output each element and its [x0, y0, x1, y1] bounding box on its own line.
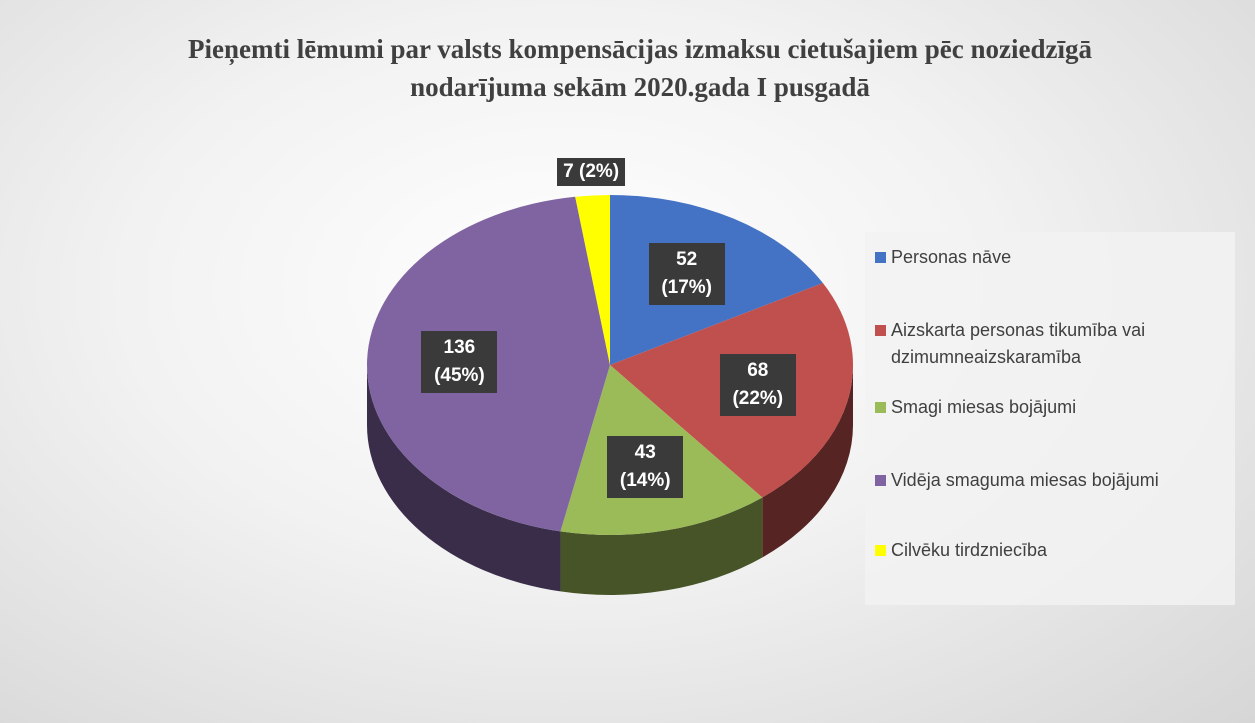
legend-label: Vidēja smaguma miesas bojājumi [891, 470, 1159, 490]
legend-label: Smagi miesas bojājumi [891, 397, 1077, 417]
legend-swatch [875, 325, 886, 336]
legend-label: Personas nāve [891, 247, 1012, 267]
legend-swatch [875, 545, 886, 556]
data-label: 52 (17%) [648, 243, 725, 306]
legend-item: Cilvēku tirdzniecība [875, 537, 1231, 564]
data-label: 136 (45%) [421, 330, 498, 393]
slice-side [560, 497, 763, 595]
legend: Personas nāve Aizskarta personas tikumība… [865, 232, 1235, 605]
chart-title: Pieņemti lēmumi par valsts kompensācijas… [188, 34, 1092, 102]
legend-item: Aizskarta personas tikumība vai dzimumne… [875, 317, 1231, 371]
slice-side [367, 365, 561, 592]
data-label: 68 (22%) [719, 354, 796, 417]
data-label: 43 (14%) [607, 436, 684, 499]
legend-swatch [875, 402, 886, 413]
slice [575, 195, 610, 365]
legend-item: Personas nāve [875, 244, 1231, 271]
legend-item: Smagi miesas bojājumi [875, 394, 1231, 421]
legend-label: Cilvēku tirdzniecība [891, 540, 1048, 560]
data-label: 7 (2%) [557, 157, 626, 186]
legend-swatch [875, 252, 886, 263]
legend-swatch [875, 475, 886, 486]
legend-item: Vidēja smaguma miesas bojājumi [875, 467, 1231, 494]
slice-side [762, 365, 853, 558]
legend-label: Aizskarta personas tikumība vai dzimumne… [891, 320, 1146, 367]
